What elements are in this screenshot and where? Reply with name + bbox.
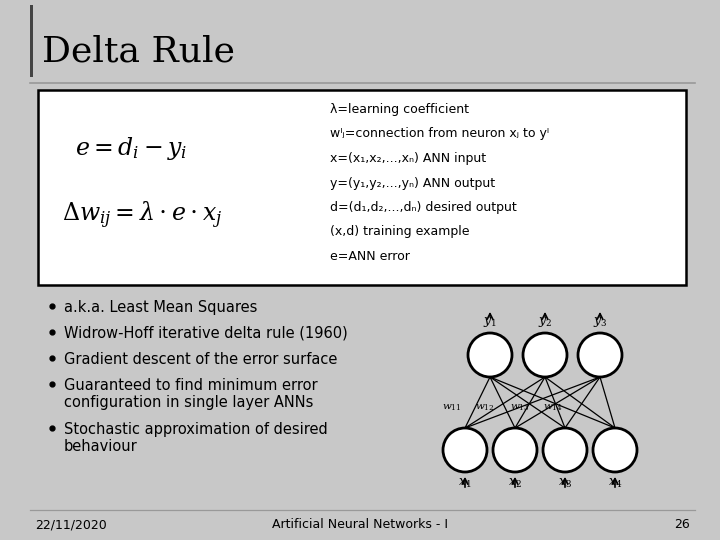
Circle shape (523, 333, 567, 377)
Text: $x_3$: $x_3$ (558, 477, 572, 490)
Bar (38, 90, 686, 285)
Text: $y_2$: $y_2$ (538, 315, 552, 329)
Text: $x_2$: $x_2$ (508, 477, 522, 490)
Circle shape (593, 428, 637, 472)
Circle shape (578, 333, 622, 377)
Text: $w_{11}$: $w_{11}$ (442, 402, 462, 413)
Text: λ=learning coefficient: λ=learning coefficient (330, 103, 469, 116)
Text: $\Delta w_{ij} = \lambda \cdot e \cdot x_j$: $\Delta w_{ij} = \lambda \cdot e \cdot x… (62, 199, 222, 231)
Text: $y_1$: $y_1$ (483, 315, 497, 329)
Text: 22/11/2020: 22/11/2020 (35, 518, 107, 531)
Bar (30, 5, 33, 77)
Text: e=ANN error: e=ANN error (330, 250, 410, 263)
Text: d=(d₁,d₂,...,dₙ) desired output: d=(d₁,d₂,...,dₙ) desired output (330, 201, 517, 214)
Text: a.k.a. Least Mean Squares: a.k.a. Least Mean Squares (64, 300, 257, 315)
Text: wᴵⱼ=connection from neuron xⱼ to yᴵ: wᴵⱼ=connection from neuron xⱼ to yᴵ (330, 127, 549, 140)
Text: $y_3$: $y_3$ (593, 315, 607, 329)
Circle shape (493, 428, 537, 472)
Text: y=(y₁,y₂,...,yₙ) ANN output: y=(y₁,y₂,...,yₙ) ANN output (330, 177, 495, 190)
Text: Gradient descent of the error surface: Gradient descent of the error surface (64, 352, 338, 367)
Text: $x_1$: $x_1$ (458, 477, 472, 490)
Text: 26: 26 (674, 518, 690, 531)
Text: Stochastic approximation of desired
behaviour: Stochastic approximation of desired beha… (64, 422, 328, 454)
Text: x=(x₁,x₂,...,xₙ) ANN input: x=(x₁,x₂,...,xₙ) ANN input (330, 152, 486, 165)
Text: Guaranteed to find minimum error
configuration in single layer ANNs: Guaranteed to find minimum error configu… (64, 378, 318, 410)
Circle shape (443, 428, 487, 472)
Text: Artificial Neural Networks - I: Artificial Neural Networks - I (272, 518, 448, 531)
Text: Widrow-Hoff iterative delta rule (1960): Widrow-Hoff iterative delta rule (1960) (64, 326, 348, 341)
Text: $w_{12}$: $w_{12}$ (475, 402, 495, 413)
Text: $e = d_i - y_i$: $e = d_i - y_i$ (75, 134, 187, 161)
Text: (x,d) training example: (x,d) training example (330, 226, 469, 239)
Text: $w_{13}$: $w_{13}$ (510, 402, 530, 413)
Circle shape (468, 333, 512, 377)
Text: $x_4$: $x_4$ (608, 477, 622, 490)
Text: $w_{14}$: $w_{14}$ (543, 402, 563, 413)
Text: Delta Rule: Delta Rule (42, 35, 235, 69)
Circle shape (543, 428, 587, 472)
